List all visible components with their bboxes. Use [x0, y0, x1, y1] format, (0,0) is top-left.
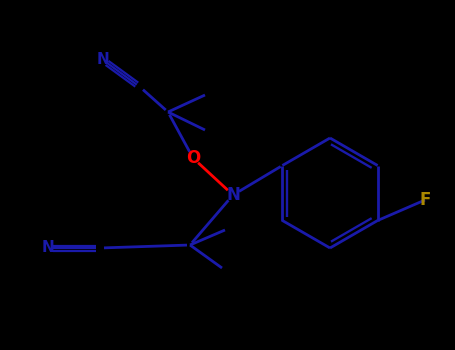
- Text: F: F: [420, 191, 431, 209]
- Text: O: O: [186, 149, 200, 167]
- Text: N: N: [41, 240, 55, 256]
- Text: N: N: [96, 52, 109, 68]
- Text: N: N: [226, 186, 240, 204]
